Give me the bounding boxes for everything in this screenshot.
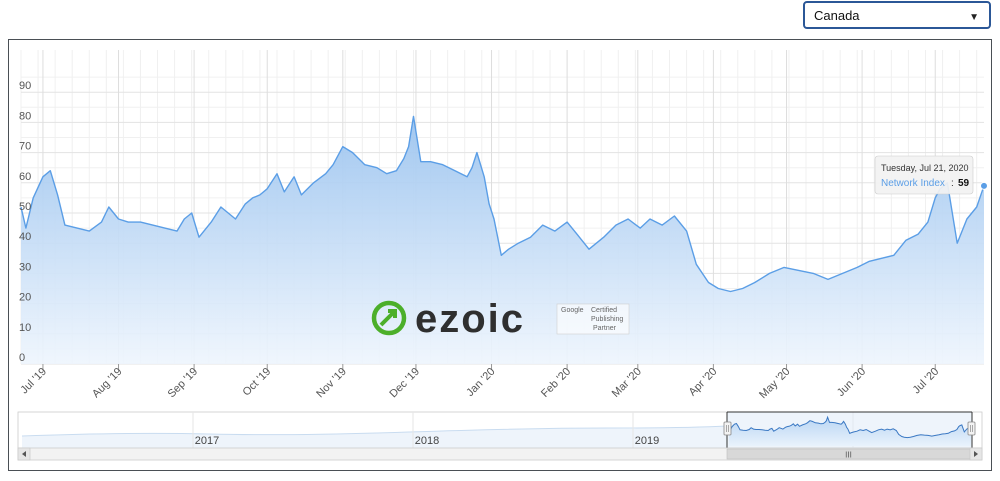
y-tick-label: 20 xyxy=(19,292,31,304)
x-tick-label: Mar '20 xyxy=(610,366,644,400)
navigator-history-area xyxy=(22,426,727,448)
badge-certified: Certified xyxy=(591,307,617,314)
x-tick-label: Feb '20 xyxy=(539,366,573,400)
badge-google: Google xyxy=(561,307,584,314)
y-tick-label: 10 xyxy=(19,322,31,334)
y-tick-label: 70 xyxy=(19,141,31,153)
badge-partner: Partner xyxy=(593,325,617,332)
scrollbar-grip: III xyxy=(845,451,852,460)
y-tick-label: 90 xyxy=(19,80,31,92)
navigator-left-handle[interactable] xyxy=(723,421,732,436)
y-axis: 0 10 20 30 40 50 60 70 80 90 xyxy=(19,80,31,364)
y-tick-label: 80 xyxy=(19,110,31,122)
x-tick-label: Dec '19 xyxy=(387,366,422,401)
arrow-right-icon xyxy=(974,451,978,457)
hover-marker[interactable] xyxy=(980,181,988,190)
chart-panel: 0 10 20 30 40 50 60 70 80 90 Jul '19 Aug '19 Sep '1… xyxy=(8,39,992,471)
ezoic-logo: ezoic Google Certified Publishing Partne… xyxy=(371,297,630,341)
x-axis: Jul '19 Aug '19 Sep '19 Oct '19 Nov '19 Dec '… xyxy=(18,364,941,401)
arrow-left-icon xyxy=(22,451,26,457)
navigator-series-area xyxy=(729,417,971,446)
x-tick-label: Nov '19 xyxy=(314,366,349,401)
navigator[interactable]: 2017201820192020 xyxy=(17,411,983,449)
country-select-value: Canada xyxy=(814,7,860,23)
x-tick-label: Sep '19 xyxy=(166,366,201,401)
series-area-fill xyxy=(21,116,984,365)
x-tick-label: Jun '20 xyxy=(835,366,868,399)
y-tick-label: 30 xyxy=(19,261,31,273)
navigator-year-label: 2018 xyxy=(415,435,439,447)
x-tick-label: Jul '20 xyxy=(911,366,942,397)
navigator-right-handle[interactable] xyxy=(967,421,976,436)
navigator-history-line xyxy=(21,425,728,437)
x-tick-label: Apr '20 xyxy=(687,366,720,399)
area-series xyxy=(20,115,988,365)
tooltip-date: Tuesday, Jul 21, 2020 xyxy=(881,163,969,173)
tooltip-colon: : xyxy=(951,178,954,189)
y-tick-label: 50 xyxy=(19,201,31,213)
navigator-series-line xyxy=(728,415,972,439)
country-select[interactable]: Canada ▼ xyxy=(803,1,991,29)
certified-badge xyxy=(556,303,630,335)
tooltip-value: 59 xyxy=(958,178,970,189)
navigator-year-label: 2017 xyxy=(195,435,219,447)
ezoic-logo-icon xyxy=(371,300,407,336)
navigator-year-label: 2019 xyxy=(635,435,659,447)
x-tick-label: Oct '19 xyxy=(240,366,273,399)
tooltip-series-label: Network Index xyxy=(881,178,945,189)
network-index-chart: 0 10 20 30 40 50 60 70 80 90 Jul '19 Aug '19 Sep '1… xyxy=(17,50,988,461)
scrollbar[interactable]: III xyxy=(17,447,983,461)
badge-publishing: Publishing xyxy=(591,316,623,323)
x-tick-label: Aug '19 xyxy=(90,366,125,401)
y-tick-label: 0 xyxy=(19,352,25,364)
x-tick-label: Jul '19 xyxy=(18,366,49,397)
caret-down-icon: ▼ xyxy=(969,12,979,23)
x-tick-label: May '20 xyxy=(757,366,792,401)
x-tick-label: Jan '20 xyxy=(464,366,497,399)
series-line xyxy=(20,115,985,293)
y-tick-label: 60 xyxy=(19,171,31,183)
tooltip: Tuesday, Jul 21, 2020 Network Index : 59 xyxy=(874,155,974,195)
navigator-series xyxy=(728,415,972,446)
ezoic-wordmark: ezoic xyxy=(415,297,525,341)
y-tick-label: 40 xyxy=(19,231,31,243)
